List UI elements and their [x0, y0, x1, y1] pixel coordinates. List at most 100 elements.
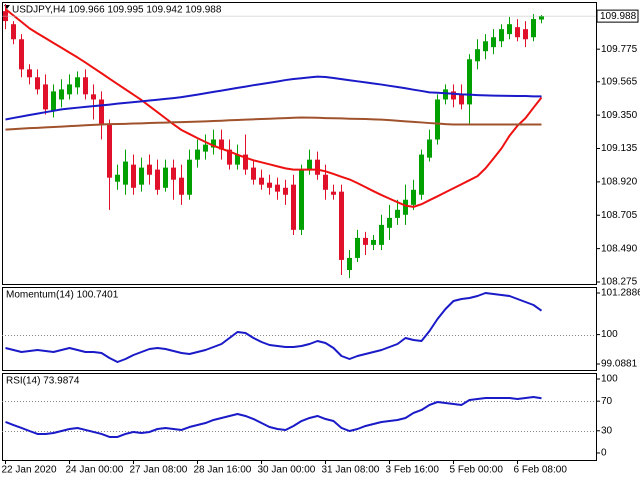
candle-body [227, 149, 232, 165]
panel-frame [2, 2, 597, 285]
candle-body [419, 154, 424, 195]
candle-body [451, 91, 456, 100]
panel-title: USDJPY,H4 109.966 109.995 109.942 109.98… [12, 5, 222, 16]
candle-body [315, 159, 320, 175]
candle-body [59, 89, 64, 100]
candle-body [11, 24, 16, 40]
candle-body [139, 167, 144, 185]
x-tick-label: 24 Jan 00:00 [66, 465, 124, 476]
x-tick-label: 3 Feb 16:00 [386, 465, 440, 476]
candle-body [355, 237, 360, 258]
candle-body [435, 99, 440, 140]
candle-body [531, 19, 536, 38]
candle-body [259, 177, 264, 185]
candle-body [235, 154, 240, 165]
candle-body [347, 257, 352, 271]
moving-average-line [5, 116, 542, 131]
candle-body [147, 164, 152, 175]
x-tick-label: 30 Jan 00:00 [258, 465, 316, 476]
y-tick-label: 109.135 [601, 143, 638, 154]
candle-body [115, 174, 120, 182]
candle-body [211, 139, 216, 148]
candle-body [99, 99, 104, 125]
panel-title: Momentum(14) 100.7401 [6, 290, 119, 301]
candle-body [19, 39, 24, 70]
y-tick-label: 100 [601, 329, 618, 340]
candle-body [283, 187, 288, 195]
x-tick-label: 6 Feb 08:00 [514, 465, 568, 476]
candle-body [195, 149, 200, 160]
candle-body [163, 167, 168, 188]
candle-body [83, 77, 88, 95]
y-tick-label: 108.920 [601, 177, 638, 188]
y-tick-label: 100 [601, 374, 618, 385]
candle-body [187, 159, 192, 195]
candle-body [107, 124, 112, 178]
candle-body [267, 182, 272, 188]
y-tick-label: 0 [601, 448, 607, 459]
candle-body [307, 159, 312, 170]
y-tick-label: 109.775 [601, 44, 638, 55]
candle-body [275, 184, 280, 192]
candle-body [43, 84, 48, 110]
indicator-line [5, 292, 543, 363]
x-tick-label: 22 Jan 2020 [2, 465, 57, 476]
price-box [596, 9, 639, 23]
x-tick-label: 28 Jan 16:00 [194, 465, 252, 476]
candle-body [379, 224, 384, 245]
candle-body [515, 27, 520, 38]
candle-body [179, 177, 184, 195]
candle-body [539, 16, 544, 20]
candle-body [299, 169, 304, 230]
panel-frame [2, 373, 597, 461]
candle-body [411, 189, 416, 205]
candle-body [27, 69, 32, 78]
candle-body [499, 29, 504, 42]
candle-body [459, 94, 464, 105]
y-tick-label: 108.275 [601, 277, 638, 288]
candle-body [131, 164, 136, 188]
candle-body [475, 49, 480, 62]
candle-body [443, 89, 448, 100]
candle-body [91, 94, 96, 100]
candle-body [371, 239, 376, 245]
y-tick-label: 108.705 [601, 210, 638, 221]
candle-body [395, 209, 400, 218]
x-tick-label: 31 Jan 08:00 [322, 465, 380, 476]
y-tick-label: 99.0881 [601, 359, 638, 370]
candle-body [51, 91, 56, 112]
candle-body [75, 77, 80, 88]
y-tick-label: 30 [601, 425, 613, 436]
current-price-label: 109.988 [600, 11, 637, 22]
candle-body [467, 59, 472, 105]
y-tick-label: 108.490 [601, 243, 638, 254]
candle-body [291, 184, 296, 230]
candle-body [171, 167, 176, 180]
panel-frame [2, 287, 597, 371]
y-tick-label: 70 [601, 396, 613, 407]
candle-body [219, 139, 224, 150]
candle-body [67, 84, 72, 95]
x-tick-label: 5 Feb 00:00 [450, 465, 504, 476]
candle-body [403, 199, 408, 215]
y-tick-label: 109.350 [601, 110, 638, 121]
panel-title: RSI(14) 73.9874 [6, 376, 80, 387]
candle-body [491, 37, 496, 48]
candle-body [203, 144, 208, 152]
candle-body [251, 167, 256, 180]
candle-body [427, 139, 432, 158]
candle-body [507, 24, 512, 35]
candle-body [123, 161, 128, 185]
candle-body [243, 154, 248, 170]
candle-body [387, 217, 392, 228]
candle-body [323, 174, 328, 190]
indicator-line [5, 395, 542, 438]
candle-body [339, 191, 344, 260]
candle-body [523, 29, 528, 40]
candle-body [35, 77, 40, 90]
candle-body [331, 191, 336, 195]
candle-body [155, 169, 160, 190]
